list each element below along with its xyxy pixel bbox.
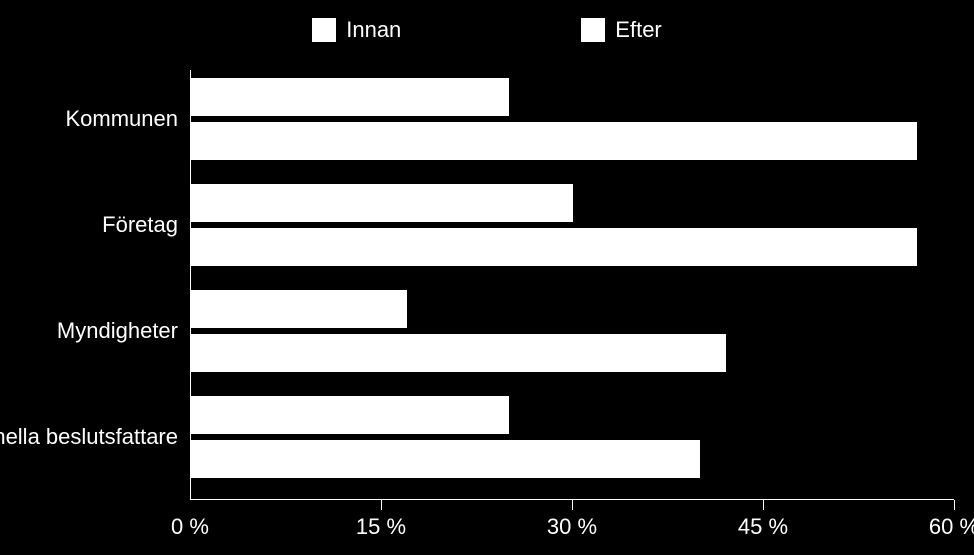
legend-item-innan: Innan (312, 17, 401, 43)
x-tick-label: 60 % (929, 514, 974, 540)
category-label: Myndigheter (57, 318, 190, 344)
category-label: Nationella beslutsfattare (0, 424, 190, 450)
bar-efter (191, 440, 700, 478)
bar-group: Nationella beslutsfattare (190, 396, 954, 478)
bar-innan (191, 184, 573, 222)
x-tick-label: 45 % (738, 514, 788, 540)
x-tick (763, 500, 764, 510)
x-tick-label: 15 % (356, 514, 406, 540)
category-label: Företag (102, 212, 190, 238)
x-tick-label: 30 % (547, 514, 597, 540)
bar-efter (191, 228, 917, 266)
x-tick (954, 500, 955, 510)
plot-area: 0 %15 %30 %45 %60 %KommunenFöretagMyndig… (190, 70, 954, 500)
legend-swatch-innan (312, 18, 336, 42)
category-label: Kommunen (65, 106, 190, 132)
bar-efter (191, 334, 726, 372)
bar-group: Företag (190, 184, 954, 266)
x-tick (381, 500, 382, 510)
chart: 0 % 15 % 30 % 45 % 60 % Kommunen Företag Myndig… (0, 50, 974, 555)
bar-innan (191, 396, 509, 434)
bar-innan (191, 290, 407, 328)
legend-label-innan: Innan (346, 17, 401, 43)
bar-group: Myndigheter (190, 290, 954, 372)
legend-item-efter: Efter (581, 17, 661, 43)
legend-label-efter: Efter (615, 17, 661, 43)
bar-group: Kommunen (190, 78, 954, 160)
legend-swatch-efter (581, 18, 605, 42)
legend: Innan Efter (0, 0, 974, 50)
bar-innan (191, 78, 509, 116)
x-tick-label: 0 % (171, 514, 209, 540)
x-tick (572, 500, 573, 510)
bar-efter (191, 122, 917, 160)
